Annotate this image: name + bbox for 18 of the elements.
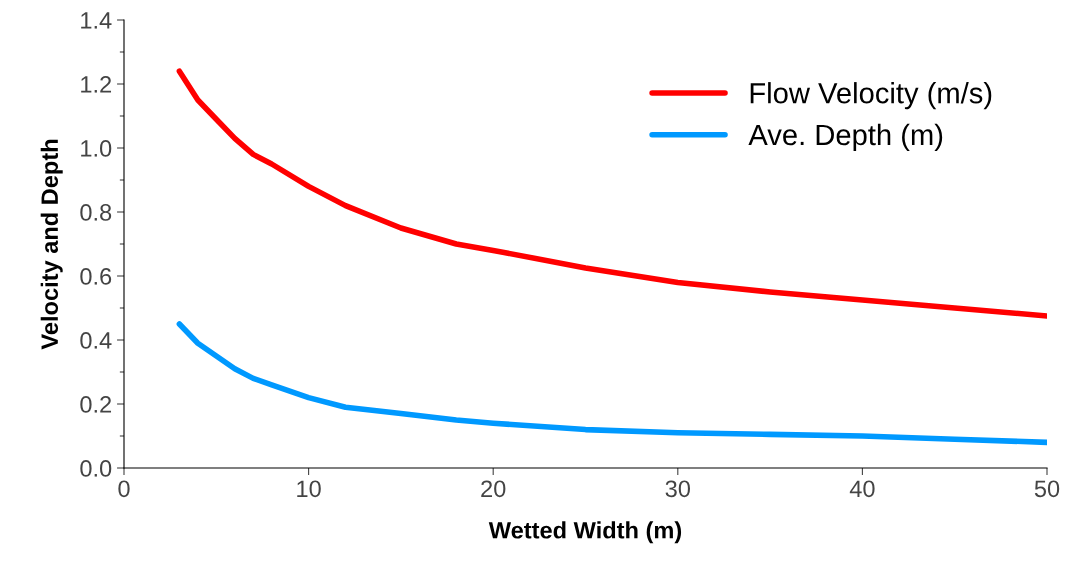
y-tick-label: 0.0: [80, 460, 112, 477]
x-tick-label: 40: [849, 480, 875, 498]
legend-label: Flow Velocity (m/s): [750, 82, 992, 110]
y-tick-label: 1.0: [81, 140, 112, 157]
x-axis-title: Wetted Width (m): [488, 521, 682, 544]
y-tick-label: 1.2: [81, 76, 112, 93]
y-tick-label: 0.8: [80, 204, 112, 221]
x-tick-label: 30: [665, 480, 691, 498]
x-tick-label: 20: [481, 480, 506, 498]
y-tick-label: 0.2: [80, 396, 112, 413]
y-tick-label: 0.6: [80, 268, 112, 285]
x-tick-label: 10: [297, 480, 321, 498]
y-axis-title: Velocity and Depth: [40, 139, 63, 350]
legend-label: Ave. Depth (m): [748, 123, 943, 152]
x-tick-label: 0: [118, 480, 130, 498]
x-tick-label: 50: [1034, 480, 1060, 498]
y-tick-label: 1.4: [81, 12, 112, 29]
y-tick-label: 0.4: [80, 332, 112, 349]
